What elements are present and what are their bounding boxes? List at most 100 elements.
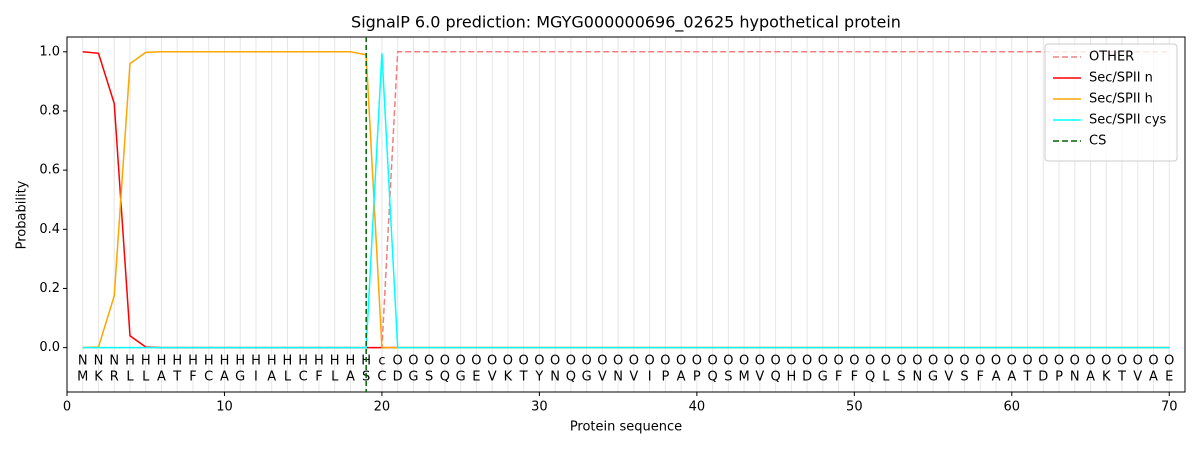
x-tick-label: 60 [1004,400,1021,415]
residue: A [1007,370,1016,385]
residue-label: O [597,354,607,369]
residue: V [1133,370,1142,385]
y-tick-label: 0.0 [39,340,60,355]
residue-label: O [928,354,938,369]
series-line [82,51,1170,349]
residue-label: O [519,354,529,369]
y-tick-label: 1.0 [39,44,60,59]
residue: I [648,370,652,385]
residue-label: H [235,354,245,369]
residue-label: O [645,354,655,369]
residue: H [786,370,796,385]
x-tick-label: 40 [689,400,706,415]
residue: S [425,370,433,385]
residue-label: N [109,354,119,369]
residue: K [94,370,103,385]
residue-label: O [408,354,418,369]
residue-label: H [314,354,324,369]
residue-label: N [78,354,88,369]
residue-label: c [378,354,385,369]
residue: Q [440,370,450,385]
residue: S [724,370,732,385]
residue: F [977,370,984,385]
residue-label: O [833,354,843,369]
residue-label: H [188,354,198,369]
residue: L [284,370,292,385]
residue: T [1023,370,1032,385]
legend-label: Sec/SPII h [1089,92,1153,107]
residue: V [755,370,764,385]
residue: E [472,370,480,385]
residue-label: O [1117,354,1127,369]
residue: V [598,370,607,385]
residue-label: H [141,354,151,369]
residue-label: O [1054,354,1064,369]
residue-label: O [1007,354,1017,369]
x-axis-label: Protein sequence [570,420,682,435]
residue: T [1117,370,1126,385]
residue-label: O [1085,354,1095,369]
plot-frame [66,36,1186,393]
residue: E [1165,370,1173,385]
residue-label: O [818,354,828,369]
residue: T [519,370,528,385]
residue-label: H [298,354,308,369]
residue: M [738,370,749,385]
residue: I [254,370,258,385]
residue: K [1102,370,1111,385]
legend-label: Sec/SPII cys [1089,113,1167,128]
residue: C [377,370,386,385]
residue: F [835,370,842,385]
y-tick-label: 0.8 [39,103,60,118]
residue-label: H [204,354,214,369]
residue-label: O [1038,354,1048,369]
residue-label: O [471,354,481,369]
residue-label: O [707,354,717,369]
residue: P [693,370,701,385]
residue-label: O [1022,354,1032,369]
residue: G [456,370,466,385]
residue-label: O [1133,354,1143,369]
legend-label: Sec/SPII n [1089,71,1153,86]
x-tick-label: 0 [63,400,71,415]
x-tick-label: 50 [846,400,863,415]
residue: M [77,370,88,385]
residue-label: O [629,354,639,369]
residue-label: O [755,354,765,369]
residue-label: O [723,354,733,369]
residue-label: O [1070,354,1080,369]
x-tick-label: 10 [216,400,233,415]
residue-label: O [566,354,576,369]
series-line [82,51,1170,349]
residue: A [220,370,229,385]
series-line [82,53,1170,349]
residue-label: H [346,354,356,369]
residue-label: O [534,354,544,369]
residue-label: O [975,354,985,369]
y-tick-label: 0.6 [39,163,60,178]
residue-label: H [220,354,230,369]
residue-label: O [896,354,906,369]
residue: N [1070,370,1080,385]
residue-label: H [125,354,135,369]
residue: C [204,370,213,385]
residue-label: O [440,354,450,369]
residue-label: O [660,354,670,369]
residue-label: H [267,354,277,369]
residue-label: O [692,354,702,369]
residue-label: O [676,354,686,369]
residue-label: O [1101,354,1111,369]
residue-label: O [487,354,497,369]
residue: A [992,370,1001,385]
residue: C [299,370,308,385]
residue-label: H [251,354,261,369]
residue: R [110,370,119,385]
x-tick-label: 70 [1161,400,1178,415]
residue-label: O [959,354,969,369]
residue: Q [770,370,780,385]
residue: Y [534,370,543,385]
residue: F [851,370,858,385]
residue-label: H [330,354,340,369]
chart-title: SignalP 6.0 prediction: MGYG000000696_02… [351,13,901,33]
residue-label: O [503,354,513,369]
